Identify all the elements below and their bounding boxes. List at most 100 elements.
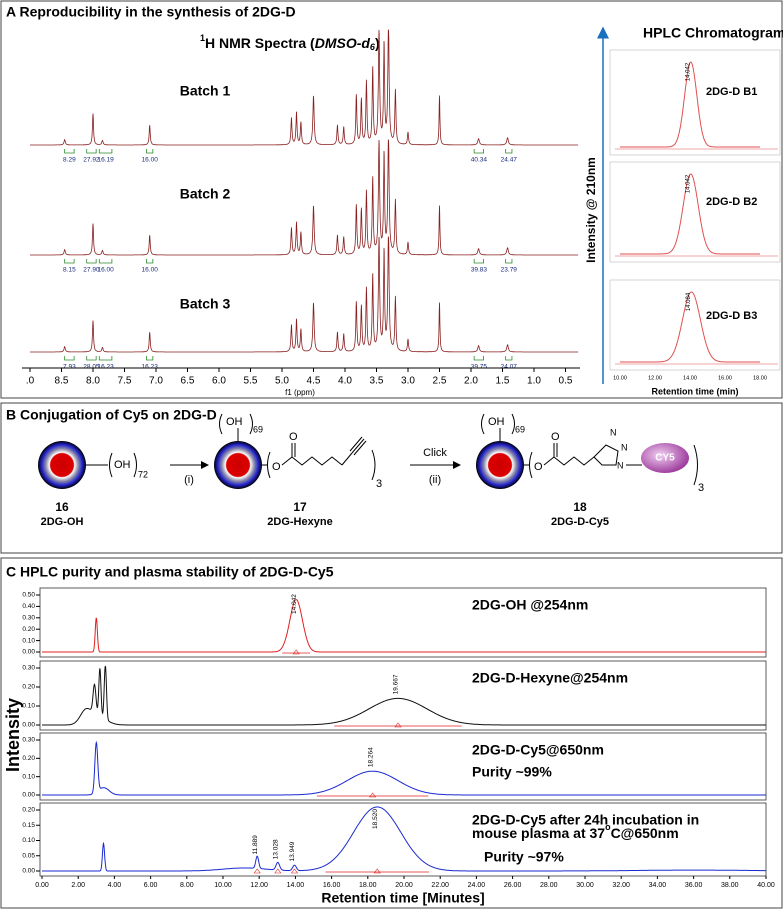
integral-value: 16.19: [97, 157, 114, 164]
compound-id: 16: [55, 500, 69, 514]
compound-name: 2DG-Hexyne: [267, 516, 332, 528]
dye: [641, 443, 689, 473]
peak-label: 14.042: [291, 594, 298, 614]
bond: [511, 413, 515, 435]
peak-label: 19.667: [393, 674, 400, 694]
hplc-tick-label: 14.00: [683, 375, 697, 381]
integral-bracket: [98, 149, 113, 154]
dye-label: CY5: [655, 453, 675, 464]
integral-value: 24.47: [501, 157, 518, 164]
integral-value: 39.75: [471, 364, 488, 371]
integral-bracket: [86, 149, 97, 154]
integral-bracket: [64, 259, 75, 264]
repeat-count: 3: [698, 482, 704, 494]
integral-value: 24.07: [501, 364, 518, 371]
hydroxyl: OH: [226, 416, 243, 428]
panel-a-title: A Reproducibility in the synthesis of 2D…: [6, 4, 296, 20]
integral-value: 16.23: [142, 364, 159, 371]
integral-bracket: [98, 356, 113, 361]
x-tick-label: 18.00: [359, 882, 377, 889]
integral-value: 16.23: [97, 364, 114, 371]
integration-mark: [373, 868, 381, 874]
nmr-title: 1H NMR Spectra (DMSO-d6): [200, 33, 380, 52]
hplc-peak-label: 14.084: [686, 292, 692, 311]
trace-label-sup: o: [605, 822, 611, 832]
dendrimer: [38, 441, 86, 489]
integral-value: 8.29: [63, 157, 76, 164]
integral-bracket: [473, 356, 484, 361]
y-tick-label: 0.20: [22, 684, 35, 691]
x-tick-label: 28.00: [540, 882, 558, 889]
dendrimer: [476, 441, 524, 489]
nmr-tick-label: 2.5: [433, 376, 447, 387]
bond: [133, 452, 137, 478]
y-tick-label: 0.15: [22, 822, 35, 829]
nmr-spectrum: [30, 29, 579, 146]
hplc-title: HPLC Chromatogram: [643, 25, 783, 41]
x-tick-label: 34.00: [649, 882, 667, 889]
step-label: (i): [184, 474, 194, 486]
x-tick-label: 40.00: [757, 882, 775, 889]
compound-id: 17: [293, 500, 307, 514]
trace-label-part: C@650nm: [611, 825, 679, 841]
compound-name: 2DG-D-Cy5: [551, 516, 609, 528]
integration-mark: [292, 649, 300, 655]
step-label: (ii): [429, 474, 441, 486]
hplc-sample: 2DG-D B1: [706, 86, 757, 98]
hplc-trace: [620, 61, 760, 148]
plot-frame: [39, 732, 767, 801]
peak-label: 13.028: [273, 839, 280, 859]
x-tick-label: 6.00: [144, 882, 158, 889]
trace-label: 2DG-D-Cy5@650nm: [472, 742, 604, 758]
x-tick-label: 32.00: [612, 882, 630, 889]
batch-label: Batch 1: [180, 83, 231, 99]
nmr-x-label: f1 (ppm): [285, 388, 315, 397]
y-tick-label: 0.20: [22, 807, 35, 814]
integral-bracket: [505, 259, 513, 264]
integral-bracket: [146, 149, 154, 154]
hplc-peak-label: 14.042: [685, 62, 691, 81]
nitrogen-atom: N: [617, 460, 624, 470]
oxygen-atom: O: [272, 461, 281, 473]
x-tick-label: 8.00: [180, 882, 194, 889]
nmr-tick-label: 1.0: [527, 376, 541, 387]
hydroxyl-count: 72: [138, 469, 148, 479]
y-axis-label: Intensity: [3, 698, 23, 772]
y-tick-label: 0.40: [22, 603, 35, 610]
hplc-x-label: Retention time (min): [652, 386, 739, 396]
hplc-frame: [609, 161, 781, 263]
bond: [341, 452, 353, 466]
y-tick-label: 0.10: [22, 637, 35, 644]
integration-mark: [290, 868, 299, 874]
nmr-tick-label: 6.5: [181, 376, 195, 387]
nmr-tick-label: .0: [26, 376, 35, 387]
dendrimer: [214, 441, 262, 489]
nmr-tick-label: 4.5: [307, 376, 321, 387]
x-tick-label: 22.00: [431, 882, 449, 889]
nmr-tick-label: 1.5: [496, 376, 510, 387]
x-tick-label: 14.00: [287, 882, 305, 889]
integral-value: 16.00: [142, 267, 159, 274]
hplc-trace: [620, 291, 760, 363]
integral-bracket: [86, 356, 97, 361]
plot-frame: [39, 587, 767, 658]
y-tick-label: 0.20: [22, 755, 35, 762]
integral-value: 7.93: [63, 364, 76, 371]
integral-bracket: [473, 149, 484, 154]
trace-label: mouse plasma at 37oC@650nm: [472, 822, 679, 840]
integral-bracket: [64, 149, 75, 154]
trace-label-part: mouse plasma at 37: [472, 825, 605, 841]
y-tick-label: 0.20: [22, 626, 35, 633]
hplc-tick-label: 16.00: [718, 375, 732, 381]
nmr-tick-label: 6.0: [212, 376, 226, 387]
hplc-tick-label: 12.00: [648, 375, 662, 381]
hydroxyl-count: 69: [515, 424, 525, 434]
y-tick-label: 0.50: [22, 592, 35, 599]
integration-mark: [368, 792, 377, 798]
peak-label: 13.949: [289, 841, 296, 861]
bond: [281, 456, 343, 466]
integral-bracket: [146, 356, 154, 361]
bond: [249, 413, 253, 435]
chromatogram: [42, 806, 766, 872]
